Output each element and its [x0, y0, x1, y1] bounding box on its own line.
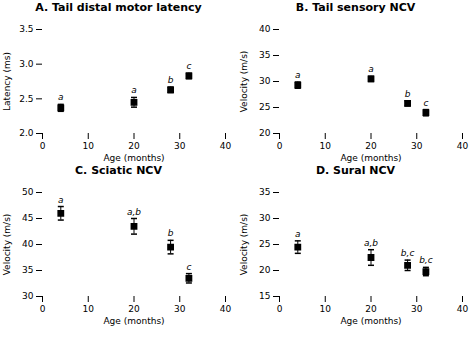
svg-text:Age (months): Age (months): [340, 153, 401, 163]
svg-text:Age (months): Age (months): [103, 153, 164, 163]
html-text:C. Sciatic NCV: C. Sciatic NCV: [75, 164, 162, 177]
svg-text:10: 10: [83, 141, 95, 151]
svg-text:0: 0: [40, 141, 46, 151]
svg-text:30: 30: [411, 141, 423, 151]
svg-text:a: a: [295, 70, 301, 80]
svg-text:10: 10: [320, 141, 332, 151]
svg-text:Latency (ms): Latency (ms): [2, 52, 12, 111]
svg-text:30: 30: [22, 291, 34, 301]
svg-text:a: a: [131, 85, 137, 95]
svg-text:40: 40: [220, 141, 232, 151]
svg-text:a,b: a,b: [364, 238, 378, 248]
svg-text:35: 35: [259, 187, 270, 197]
svg-text:b,c: b,c: [401, 248, 415, 258]
svg-text:40: 40: [259, 24, 271, 34]
svg-text:b: b: [168, 75, 174, 85]
svg-text:b,c: b,c: [419, 255, 433, 265]
svg-text:15: 15: [259, 291, 270, 301]
svg-text:Age (months): Age (months): [103, 316, 164, 326]
svg-text:40: 40: [457, 304, 469, 314]
svg-text:2.5: 2.5: [19, 94, 33, 104]
svg-text:30: 30: [174, 304, 186, 314]
svg-text:30: 30: [259, 213, 271, 223]
svg-text:Velocity (m/s): Velocity (m/s): [239, 214, 249, 276]
html-text:B. Tail sensory NCV: B. Tail sensory NCV: [295, 1, 416, 14]
svg-text:25: 25: [259, 239, 270, 249]
svg-text:25: 25: [259, 102, 270, 112]
svg-text:35: 35: [259, 50, 270, 60]
svg-text:a: a: [58, 195, 64, 205]
svg-text:Velocity (m/s): Velocity (m/s): [2, 214, 12, 276]
svg-text:20: 20: [365, 141, 377, 151]
svg-text:0: 0: [277, 141, 283, 151]
svg-text:45: 45: [22, 213, 33, 223]
svg-text:c: c: [423, 98, 428, 108]
html-text:D. Sural NCV: D. Sural NCV: [315, 164, 396, 177]
svg-text:a: a: [368, 64, 374, 74]
svg-text:30: 30: [411, 304, 423, 314]
svg-text:a: a: [58, 92, 64, 102]
svg-text:c: c: [186, 61, 191, 71]
svg-text:0: 0: [277, 304, 283, 314]
svg-text:20: 20: [259, 128, 271, 138]
svg-text:30: 30: [174, 141, 186, 151]
svg-text:10: 10: [83, 304, 95, 314]
svg-text:a,b: a,b: [127, 207, 141, 217]
svg-text:50: 50: [22, 187, 34, 197]
svg-text:0: 0: [40, 304, 46, 314]
svg-text:20: 20: [128, 304, 140, 314]
svg-text:Age (months): Age (months): [340, 316, 401, 326]
html-text:A. Tail distal motor latency: A. Tail distal motor latency: [35, 1, 202, 14]
svg-text:20: 20: [259, 265, 271, 275]
svg-text:2.0: 2.0: [19, 128, 34, 138]
svg-text:10: 10: [320, 304, 332, 314]
svg-text:c: c: [186, 262, 191, 272]
svg-text:3.5: 3.5: [19, 24, 33, 34]
svg-text:40: 40: [457, 141, 469, 151]
svg-text:20: 20: [128, 141, 140, 151]
svg-text:30: 30: [259, 76, 271, 86]
svg-text:40: 40: [22, 239, 34, 249]
svg-text:Velocity (m/s): Velocity (m/s): [239, 51, 249, 113]
svg-text:3.0: 3.0: [19, 59, 34, 69]
svg-text:35: 35: [22, 265, 33, 275]
svg-text:40: 40: [220, 304, 232, 314]
svg-text:a: a: [295, 229, 301, 239]
svg-text:b: b: [405, 89, 411, 99]
svg-text:b: b: [168, 228, 174, 238]
svg-text:20: 20: [365, 304, 377, 314]
